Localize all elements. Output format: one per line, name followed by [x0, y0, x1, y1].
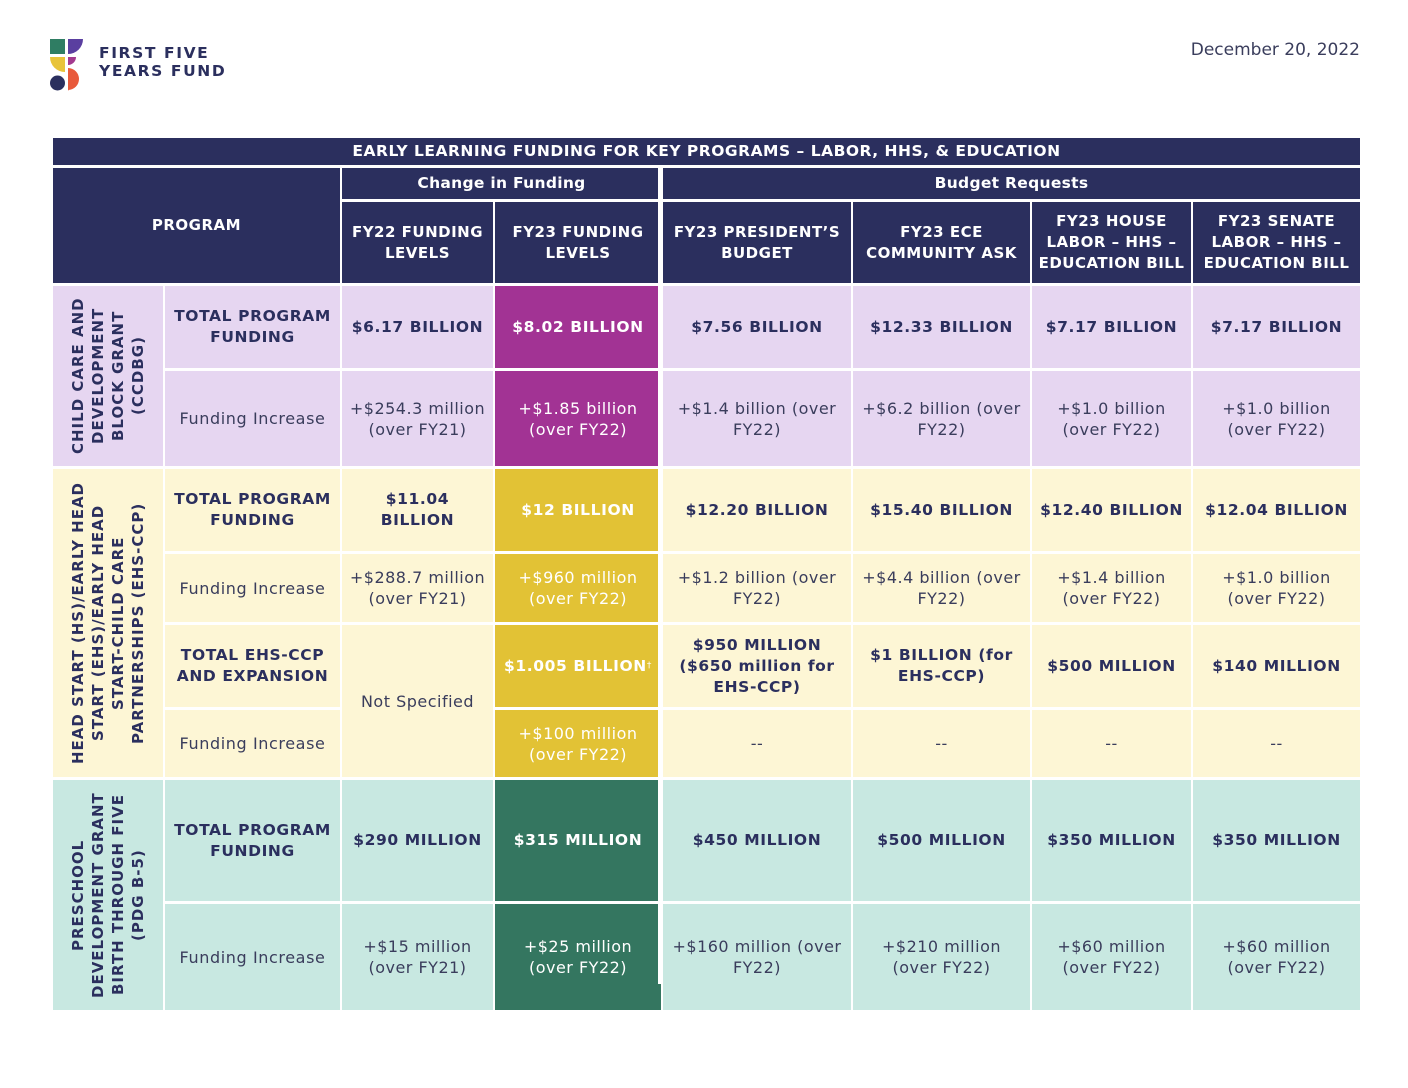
col-header-fy22: FY22 FUNDING LEVELS [342, 202, 493, 283]
ehs-total-house: $500 MILLION [1032, 625, 1191, 707]
table-title: EARLY LEARNING FUNDING FOR KEY PROGRAMS … [53, 138, 1360, 165]
program-header: PROGRAM [53, 168, 340, 283]
hs-inc-president: +$1.2 billion (over FY22) [663, 554, 851, 622]
change-in-funding-header: Change in Funding [342, 168, 661, 199]
hs-total-fy23: $12 BILLION [495, 469, 661, 551]
footnote-marker: † [646, 660, 652, 671]
ccdbg-total-house: $7.17 BILLION [1032, 286, 1191, 368]
ccdbg-total-senate: $7.17 BILLION [1193, 286, 1360, 368]
ehs-total-fy23-value: $1.005 BILLION [504, 656, 647, 675]
ehs-inc-president: -- [663, 710, 851, 777]
ehs-inc-ece-ask: -- [853, 710, 1030, 777]
pdg-inc-fy23: +$25 million (over FY22) [495, 904, 661, 1010]
budget-requests-header: Budget Requests [663, 168, 1360, 199]
hs-inc-senate: +$1.0 billion (over FY22) [1193, 554, 1360, 622]
ccdbg-inc-president: +$1.4 billion (over FY22) [663, 371, 851, 466]
ehs-inc-house: -- [1032, 710, 1191, 777]
logo-mark-icon [50, 39, 83, 91]
hs-inc-fy23: +$960 million (over FY22) [495, 554, 661, 622]
row-label-total: TOTAL PROGRAM FUNDING [165, 469, 340, 551]
pdg-inc-fy22: +$15 million (over FY21) [342, 904, 493, 1010]
ehs-total-president: $950 MILLION ($650 million for EHS-CCP) [663, 625, 851, 707]
pdg-total-house: $350 MILLION [1032, 780, 1191, 901]
hs-inc-house: +$1.4 billion (over FY22) [1032, 554, 1191, 622]
ccdbg-inc-senate: +$1.0 billion (over FY22) [1193, 371, 1360, 466]
ccdbg-inc-house: +$1.0 billion (over FY22) [1032, 371, 1191, 466]
pdg-inc-house: +$60 million (over FY22) [1032, 904, 1191, 1010]
pdg-total-president: $450 MILLION [663, 780, 851, 901]
pdg-inc-ece-ask: +$210 million (over FY22) [853, 904, 1030, 1010]
col-header-presidents-budget: FY23 PRESIDENT’S BUDGET [663, 202, 851, 283]
pdg-inc-senate: +$60 million (over FY22) [1193, 904, 1360, 1010]
row-label-total: TOTAL PROGRAM FUNDING [165, 780, 340, 901]
col-header-senate-bill: FY23 SENATE LABOR – HHS – EDUCATION BILL [1193, 202, 1360, 283]
pdg-total-senate: $350 MILLION [1193, 780, 1360, 901]
hs-total-ece-ask: $15.40 BILLION [853, 469, 1030, 551]
ccdbg-total-ece-ask: $12.33 BILLION [853, 286, 1030, 368]
ehs-total-ece-ask: $1 BILLION (for EHS-CCP) [853, 625, 1030, 707]
ccdbg-total-fy22: $6.17 BILLION [342, 286, 493, 368]
ehs-fy22-not-specified: Not Specified [342, 625, 493, 777]
row-label-increase: Funding Increase [165, 371, 340, 466]
ccdbg-total-president: $7.56 BILLION [663, 286, 851, 368]
document-date: December 20, 2022 [1190, 40, 1360, 60]
logo-line-2: YEARS FUND [99, 62, 227, 80]
program-name-pdg: PRESCHOOL DEVELOPMENT GRANT BIRTH THROUG… [53, 780, 163, 1010]
col-header-house-bill: FY23 HOUSE LABOR – HHS – EDUCATION BILL [1032, 202, 1191, 283]
pdg-inc-president: +$160 million (over FY22) [663, 904, 851, 1010]
pdg-total-fy23: $315 MILLION [495, 780, 661, 901]
ehs-total-senate: $140 MILLION [1193, 625, 1360, 707]
logo-line-1: FIRST FIVE [99, 44, 210, 62]
col-header-ece-ask: FY23 ECE COMMUNITY ASK [853, 202, 1030, 283]
row-label-total: TOTAL PROGRAM FUNDING [165, 286, 340, 368]
logo [50, 37, 250, 93]
ccdbg-inc-ece-ask: +$6.2 billion (over FY22) [853, 371, 1030, 466]
ehs-inc-senate: -- [1193, 710, 1360, 777]
hs-total-house: $12.40 BILLION [1032, 469, 1191, 551]
logo-wordmark: FIRST FIVE YEARS FUND [99, 44, 226, 80]
col-header-fy23: FY23 FUNDING LEVELS [495, 202, 661, 283]
pdg-total-fy22: $290 MILLION [342, 780, 493, 901]
ehs-total-fy23: $1.005 BILLION † [495, 625, 661, 707]
row-label-ehs-ccp: TOTAL EHS-CCP AND EXPANSION [165, 625, 340, 707]
program-name-head-start: HEAD START (HS)/EARLY HEAD START (EHS)/E… [53, 469, 163, 777]
row-label-increase: Funding Increase [165, 904, 340, 1010]
ehs-inc-fy23: +$100 million (over FY22) [495, 710, 661, 777]
section-divider [658, 165, 662, 984]
ccdbg-inc-fy23: +$1.85 billion (over FY22) [495, 371, 661, 466]
funding-table: EARLY LEARNING FUNDING FOR KEY PROGRAMS … [53, 138, 1360, 1010]
ccdbg-inc-fy22: +$254.3 million (over FY21) [342, 371, 493, 466]
hs-inc-ece-ask: +$4.4 billion (over FY22) [853, 554, 1030, 622]
row-label-increase: Funding Increase [165, 710, 340, 777]
ccdbg-total-fy23: $8.02 BILLION [495, 286, 661, 368]
hs-total-senate: $12.04 BILLION [1193, 469, 1360, 551]
row-label-increase: Funding Increase [165, 554, 340, 622]
hs-total-fy22: $11.04 BILLION [342, 469, 493, 551]
hs-total-president: $12.20 BILLION [663, 469, 851, 551]
hs-inc-fy22: +$288.7 million (over FY21) [342, 554, 493, 622]
pdg-total-ece-ask: $500 MILLION [853, 780, 1030, 901]
program-name-ccdbg: CHILD CARE AND DEVELOPMENT BLOCK GRANT (… [53, 286, 163, 466]
